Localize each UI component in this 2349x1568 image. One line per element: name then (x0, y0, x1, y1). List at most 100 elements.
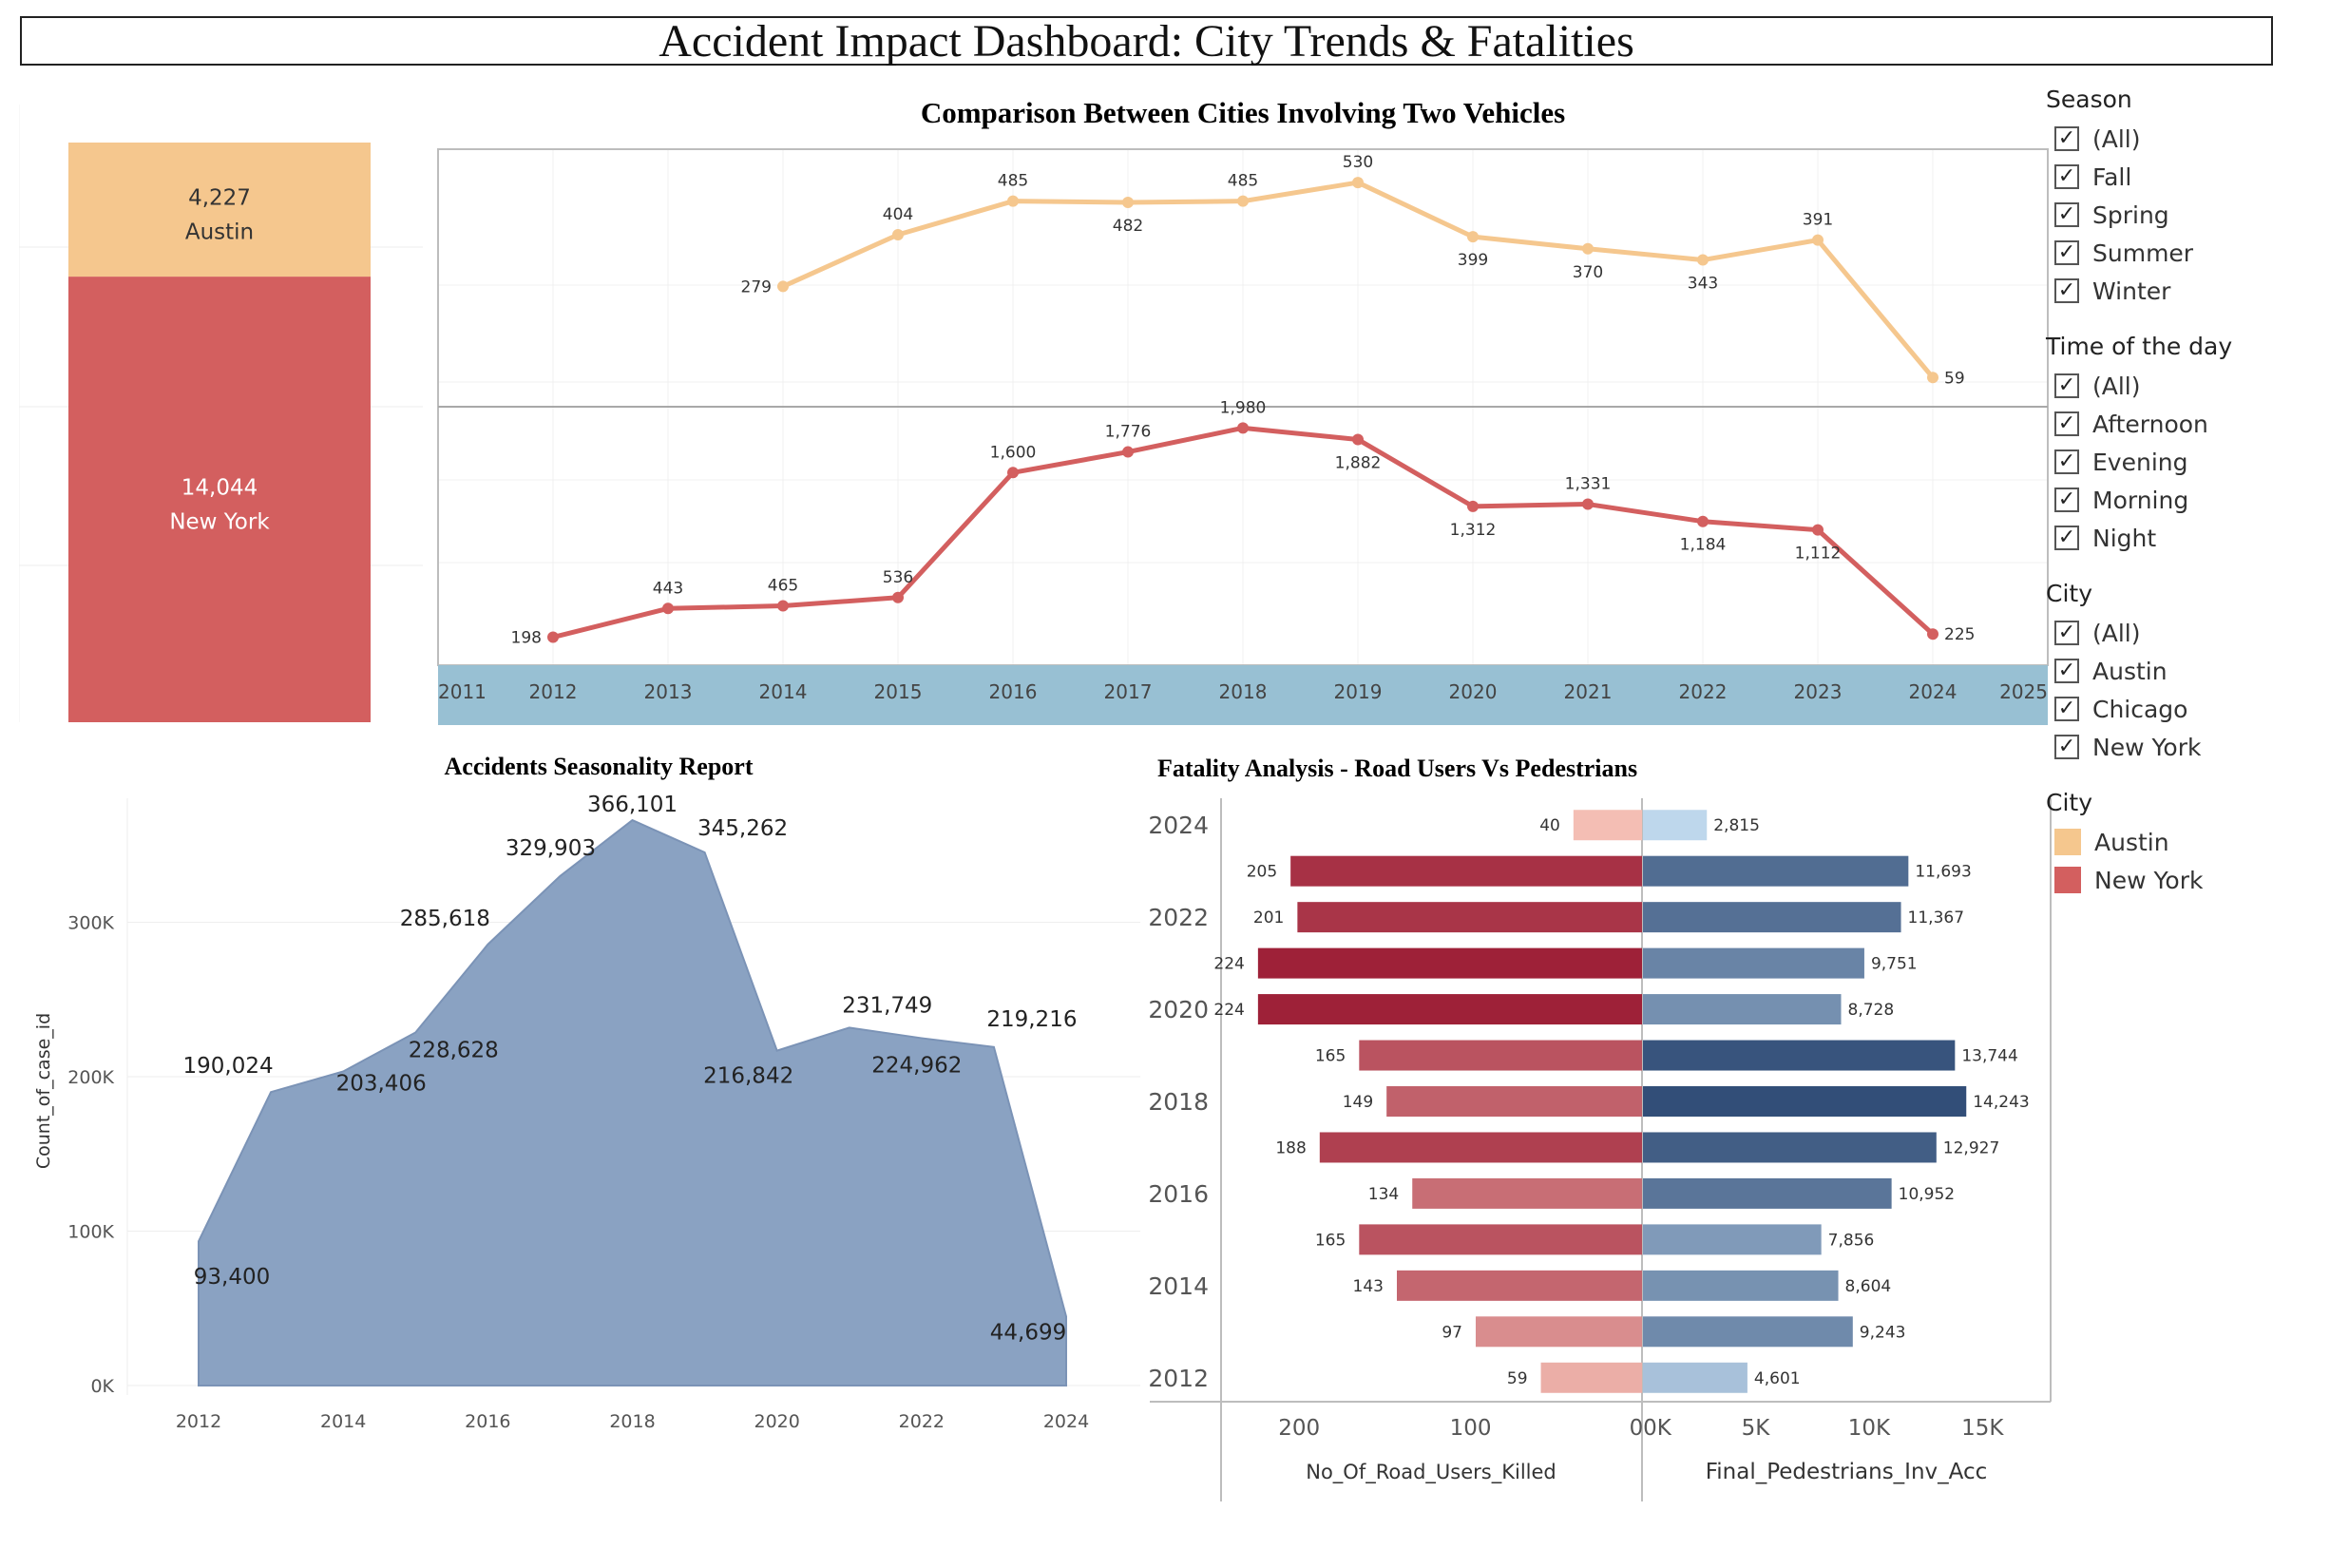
data-label: 285,618 (400, 907, 490, 931)
checkbox-checked-icon[interactable]: ✓ (2054, 373, 2079, 398)
data-point (1007, 195, 1019, 207)
city-filter-title: City (2046, 580, 2092, 607)
bar-pedestrians-2024 (1643, 810, 1708, 841)
legend-item-new-york[interactable]: New York (2043, 861, 2328, 899)
option-label: Evening (2092, 448, 2188, 476)
time-option-night[interactable]: ✓ Night (2043, 519, 2328, 557)
data-point (1352, 433, 1364, 446)
data-label: 44,699 (990, 1320, 1066, 1345)
data-label: 12,927 (1943, 1138, 1999, 1157)
season-option-winter[interactable]: ✓ Winter (2043, 272, 2328, 310)
segment-value-label: 4,227 (188, 186, 251, 211)
data-label: 366,101 (587, 793, 678, 817)
data-label: 8,604 (1845, 1277, 1892, 1296)
legend-item-austin[interactable]: Austin (2043, 823, 2328, 861)
y-tick-label: 100K (67, 1222, 114, 1243)
two-vehicle-line-chart: Comparison Between Cities Involving Two … (437, 96, 2049, 725)
y-tick-label: 2020 (1150, 996, 1209, 1023)
time-option-morning[interactable]: ✓ Morning (2043, 481, 2328, 519)
bar-road-users-killed-2014 (1397, 1270, 1642, 1301)
x-tick-label: 2015 (874, 680, 923, 703)
data-label: 530 (1343, 153, 1373, 172)
bar-road-users-killed-2017 (1319, 1132, 1642, 1163)
checkbox-checked-icon[interactable]: ✓ (2054, 621, 2079, 645)
city-option-new-york[interactable]: ✓ New York (2043, 728, 2328, 766)
stack-segment-austin (68, 143, 371, 277)
bar-pedestrians-2021 (1643, 947, 1864, 979)
data-label: 224 (1213, 1001, 1244, 1020)
season-option-all[interactable]: ✓ (All) (2043, 120, 2328, 158)
bar-road-users-killed-2024 (1573, 810, 1642, 841)
data-label: 1,980 (1220, 398, 1267, 417)
checkbox-checked-icon[interactable]: ✓ (2054, 735, 2079, 759)
x-tick-label: 0K (1643, 1416, 1672, 1441)
option-label: Winter (2092, 277, 2171, 305)
data-label: 279 (741, 277, 772, 296)
season-option-summer[interactable]: ✓ Summer (2043, 234, 2328, 272)
time-option-evening[interactable]: ✓ Evening (2043, 443, 2328, 481)
stack-segment-new-york (68, 277, 371, 722)
checkbox-checked-icon[interactable]: ✓ (2054, 278, 2079, 303)
fatality-diverging-bar-chart: Fatality Analysis - Road Users Vs Pedest… (1150, 755, 2052, 1501)
data-label: 93,400 (194, 1265, 270, 1290)
checkbox-checked-icon[interactable]: ✓ (2054, 164, 2079, 189)
data-point (1237, 195, 1249, 207)
time-option-afternoon[interactable]: ✓ Afternoon (2043, 405, 2328, 443)
data-point (547, 631, 559, 643)
checkbox-checked-icon[interactable]: ✓ (2054, 488, 2079, 512)
data-label: 404 (883, 205, 913, 224)
bar-pedestrians-2017 (1643, 1132, 1937, 1163)
x-tick-label: 15K (1961, 1416, 2004, 1441)
x-tick-label: 2012 (176, 1411, 221, 1432)
y-tick-label: 200K (67, 1067, 114, 1088)
data-label: 11,693 (1915, 863, 1971, 882)
data-label: 40 (1539, 816, 1560, 835)
y-tick-label: 2018 (1150, 1088, 1209, 1116)
time-option-all[interactable]: ✓ (All) (2043, 367, 2328, 405)
checkbox-checked-icon[interactable]: ✓ (2054, 126, 2079, 151)
filter-panel: Season ✓ (All) ✓ Fall ✓ Spring ✓ Summer ✓ Win… (2043, 86, 2328, 922)
data-label: 485 (998, 172, 1028, 191)
x-axis-label-right: Final_Pedestrians_Inv_Acc (1706, 1460, 1988, 1484)
checkbox-checked-icon[interactable]: ✓ (2054, 526, 2079, 550)
x-tick-label: 2024 (1043, 1411, 1089, 1432)
data-label: 345,262 (697, 816, 788, 841)
checkbox-checked-icon[interactable]: ✓ (2054, 202, 2079, 227)
data-label: 231,749 (842, 993, 932, 1018)
x-tick-label: 2022 (1679, 680, 1728, 703)
city-option-chicago[interactable]: ✓ Chicago (2043, 690, 2328, 728)
x-tick-label: 200 (1278, 1416, 1320, 1441)
option-label: Afternoon (2092, 410, 2208, 438)
x-tick-label: 2013 (644, 680, 693, 703)
checkbox-checked-icon[interactable]: ✓ (2054, 659, 2079, 683)
data-point (1812, 524, 1824, 536)
data-label: 203,406 (336, 1071, 427, 1096)
city-option-all[interactable]: ✓ (All) (2043, 614, 2328, 652)
season-option-fall[interactable]: ✓ Fall (2043, 158, 2328, 196)
checkbox-checked-icon[interactable]: ✓ (2054, 449, 2079, 474)
x-tick-label: 100 (1450, 1416, 1492, 1441)
data-label: 1,312 (1450, 521, 1497, 540)
city-color-legend: City Austin New York (2043, 789, 2328, 899)
x-tick-label: 2012 (529, 680, 578, 703)
checkbox-checked-icon[interactable]: ✓ (2054, 411, 2079, 436)
legend-swatch-new-york (2054, 867, 2081, 893)
data-point (1467, 500, 1479, 512)
x-axis-label-left: No_Of_Road_Users_Killed (1306, 1461, 1556, 1484)
data-label: 443 (653, 579, 683, 598)
bar-pedestrians-2018 (1643, 1086, 1967, 1117)
checkbox-checked-icon[interactable]: ✓ (2054, 240, 2079, 265)
x-tick-label: 2011 (438, 680, 487, 703)
chart-title: Accidents Seasonality Report (445, 753, 754, 780)
season-option-spring[interactable]: ✓ Spring (2043, 196, 2328, 234)
x-tick-label: 2020 (754, 1411, 799, 1432)
checkbox-checked-icon[interactable]: ✓ (2054, 697, 2079, 721)
data-label: 8,728 (1848, 1001, 1895, 1020)
season-filter: Season ✓ (All) ✓ Fall ✓ Spring ✓ Summer ✓ Win… (2043, 86, 2328, 310)
x-tick-label: 2024 (1909, 680, 1958, 703)
data-label: 4,601 (1754, 1369, 1801, 1388)
data-point (1582, 498, 1594, 510)
y-tick-label: 2024 (1150, 812, 1209, 839)
bar-pedestrians-2013 (1643, 1316, 1853, 1348)
city-option-austin[interactable]: ✓ Austin (2043, 652, 2328, 690)
